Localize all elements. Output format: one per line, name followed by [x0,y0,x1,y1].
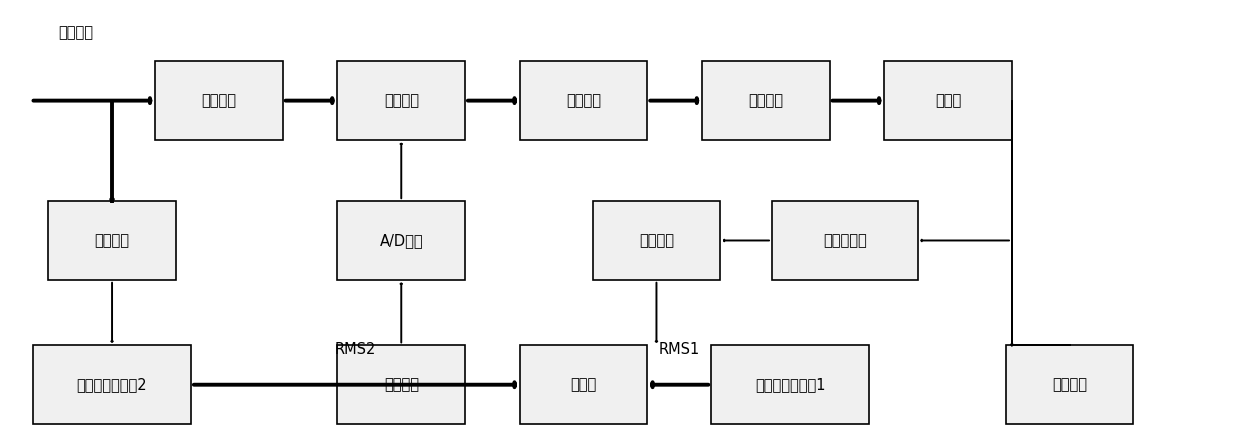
Bar [337,345,465,424]
Text: 前置放大: 前置放大 [639,233,675,248]
Text: 电压跟随: 电压跟随 [94,233,129,248]
Text: A/D转换: A/D转换 [379,233,423,248]
Bar [520,345,647,424]
Bar [520,61,647,140]
Bar [337,201,465,280]
Bar [771,201,918,280]
Text: 比例放大: 比例放大 [565,93,601,108]
Text: 除法器: 除法器 [570,377,596,392]
Bar [33,345,191,424]
Text: RMS2: RMS2 [335,342,376,357]
Bar [155,61,283,140]
Text: RMS1: RMS1 [658,342,699,357]
Text: 有效值转换电路2: 有效值转换电路2 [77,377,148,392]
Bar [1006,345,1133,424]
Text: 程控衰减: 程控衰减 [383,93,419,108]
Bar [48,201,176,280]
Bar [702,61,830,140]
Text: 比例放大: 比例放大 [383,377,419,392]
Text: 有效值转换电路1: 有效值转换电路1 [755,377,826,392]
Bar [337,61,465,140]
Bar [884,61,1012,140]
Text: 扬声器: 扬声器 [935,93,961,108]
Text: 声强探头: 声强探头 [1052,377,1087,392]
Text: 参考传声器: 参考传声器 [823,233,867,248]
Bar [593,201,720,280]
Text: 电压跟随: 电压跟随 [201,93,237,108]
Text: 功率放大: 功率放大 [748,93,784,108]
Bar [711,345,869,424]
Text: 校准信号: 校准信号 [58,25,93,41]
